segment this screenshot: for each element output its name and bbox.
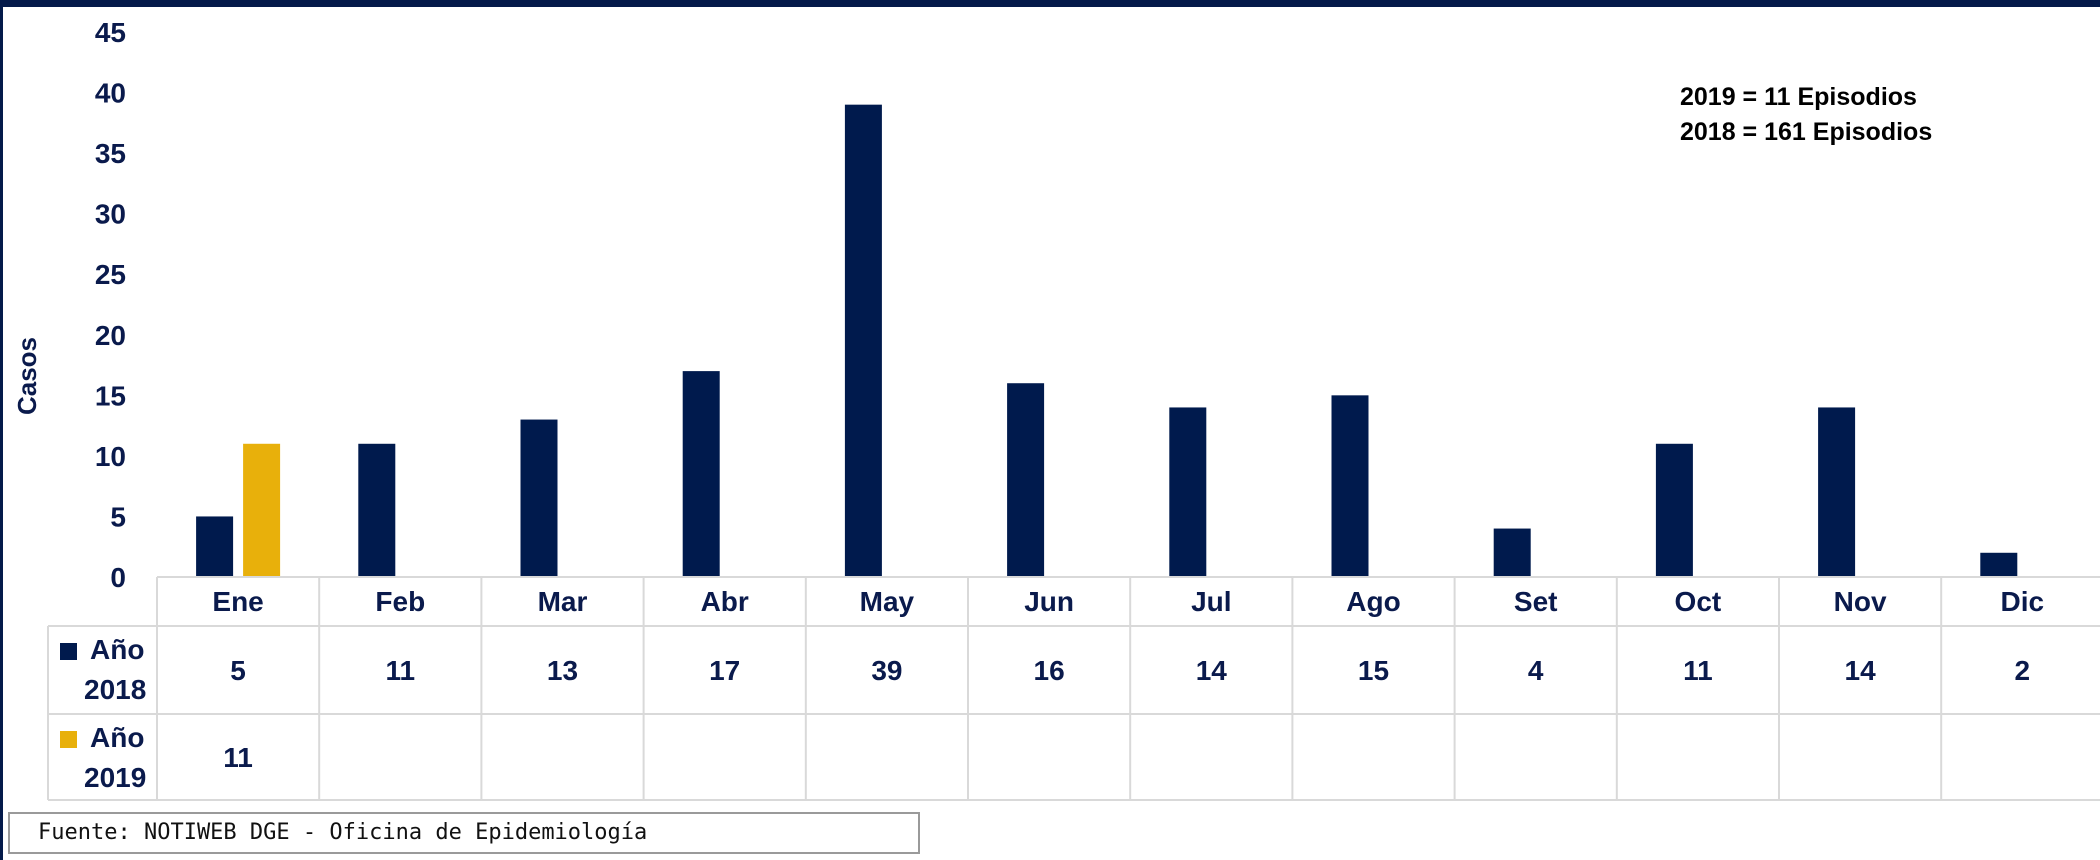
x-tick-label: Mar <box>538 586 588 617</box>
bar-2018-oct <box>1655 443 1693 577</box>
data-label: 11 <box>385 655 415 686</box>
y-axis-label: Casos <box>12 337 42 415</box>
bar-2018-dic <box>1980 552 2018 577</box>
data-label: 11 <box>223 742 253 773</box>
x-tick-label: Ago <box>1346 586 1400 617</box>
legend-key-2018 <box>60 643 77 660</box>
left-border <box>0 0 3 860</box>
data-label: 5 <box>230 655 246 686</box>
bar-2019-ene <box>243 443 281 577</box>
x-tick-label: Jun <box>1024 586 1074 617</box>
data-label: 17 <box>709 655 740 686</box>
y-tick-label: 45 <box>95 17 126 48</box>
y-tick-label: 15 <box>95 380 126 411</box>
source-note: Fuente: NOTIWEB DGE - Oficina de Epidemi… <box>8 812 920 854</box>
x-tick-label: Set <box>1514 586 1558 617</box>
data-label: 16 <box>1034 655 1065 686</box>
legend-label: Año <box>90 722 144 753</box>
x-tick-label: Abr <box>701 586 749 617</box>
bar-2018-set <box>1493 528 1531 577</box>
episodes-annotation: 2019 = 11 Episodios 2018 = 161 Episodios <box>1680 80 1932 150</box>
x-tick-label: Feb <box>375 586 425 617</box>
bar-2018-may <box>844 104 882 578</box>
y-tick-label: 25 <box>95 259 126 290</box>
annotation-2018: 2018 = 161 Episodios <box>1680 118 1933 146</box>
data-label: 13 <box>547 655 578 686</box>
data-label: 2 <box>2015 655 2031 686</box>
x-tick-label: Nov <box>1834 586 1887 617</box>
y-tick-label: 5 <box>110 501 126 532</box>
x-tick-label: Dic <box>2001 586 2045 617</box>
data-table: Ene Feb Mar Abr May Jun Jul Ago Set Oct Nov Dic Año 2… <box>47 576 2100 801</box>
y-tick-label: 30 <box>95 199 126 230</box>
data-label: 15 <box>1358 655 1389 686</box>
annotation-2019: 2019 = 11 Episodios <box>1680 83 1917 111</box>
legend-label: 2018 <box>84 674 146 705</box>
bar-2018-nov <box>1818 407 1856 577</box>
data-label: 14 <box>1845 655 1877 686</box>
bar-2018-ago <box>1331 395 1369 577</box>
y-axis-ticks: 0 5 10 15 20 25 30 35 40 45 <box>95 17 126 593</box>
bar-2018-abr <box>682 371 720 577</box>
data-label: 11 <box>1683 655 1713 686</box>
legend-key-2019 <box>60 731 77 748</box>
y-tick-label: 35 <box>95 138 126 169</box>
bars <box>196 104 2018 578</box>
x-tick-label: May <box>860 586 915 617</box>
y-tick-label: 10 <box>95 441 126 472</box>
bar-2018-jun <box>1007 383 1045 577</box>
x-tick-label: Ene <box>212 586 263 617</box>
y-tick-label: 40 <box>95 78 126 109</box>
data-label: 4 <box>1528 655 1544 686</box>
bar-2018-jul <box>1169 407 1207 577</box>
top-border <box>0 0 2100 7</box>
bar-2018-feb <box>358 443 396 577</box>
legend-label: Año <box>90 634 144 665</box>
y-tick-label: 20 <box>95 320 126 351</box>
data-label: 39 <box>871 655 902 686</box>
data-label: 14 <box>1196 655 1228 686</box>
bar-2018-mar <box>520 419 558 577</box>
y-tick-label: 0 <box>110 562 126 593</box>
bar-2018-ene <box>196 516 234 577</box>
legend-label: 2019 <box>84 762 146 793</box>
x-tick-label: Oct <box>1675 586 1722 617</box>
x-tick-label: Jul <box>1191 586 1231 617</box>
